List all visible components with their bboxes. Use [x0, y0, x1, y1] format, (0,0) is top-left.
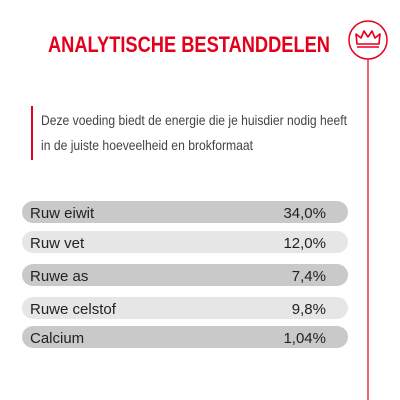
row-label: Calcium: [30, 330, 84, 347]
row-value: 34,0%: [283, 205, 326, 222]
row-value: 12,0%: [283, 235, 326, 252]
table-row: [22, 201, 348, 223]
accent-bar: [31, 106, 33, 160]
intro-line: in de juiste hoeveelheid en brokformaat: [41, 137, 253, 153]
row-label: Ruwe as: [30, 268, 88, 285]
row-label: Ruwe celstof: [30, 301, 117, 318]
row-label: Ruw vet: [30, 235, 85, 252]
row-value: 9,8%: [292, 301, 326, 318]
table-row: [22, 297, 348, 319]
row-value: 1,04%: [283, 330, 326, 347]
table-row: [22, 231, 348, 253]
row-label: Ruw eiwit: [30, 205, 95, 222]
intro-line: Deze voeding biedt de energie die je hui…: [41, 112, 347, 128]
table-row: [22, 264, 348, 286]
title: ANALYTISCHE BESTANDDELEN: [48, 32, 330, 57]
table-row: [22, 326, 348, 348]
row-value: 7,4%: [292, 268, 326, 285]
logo: [348, 20, 388, 60]
